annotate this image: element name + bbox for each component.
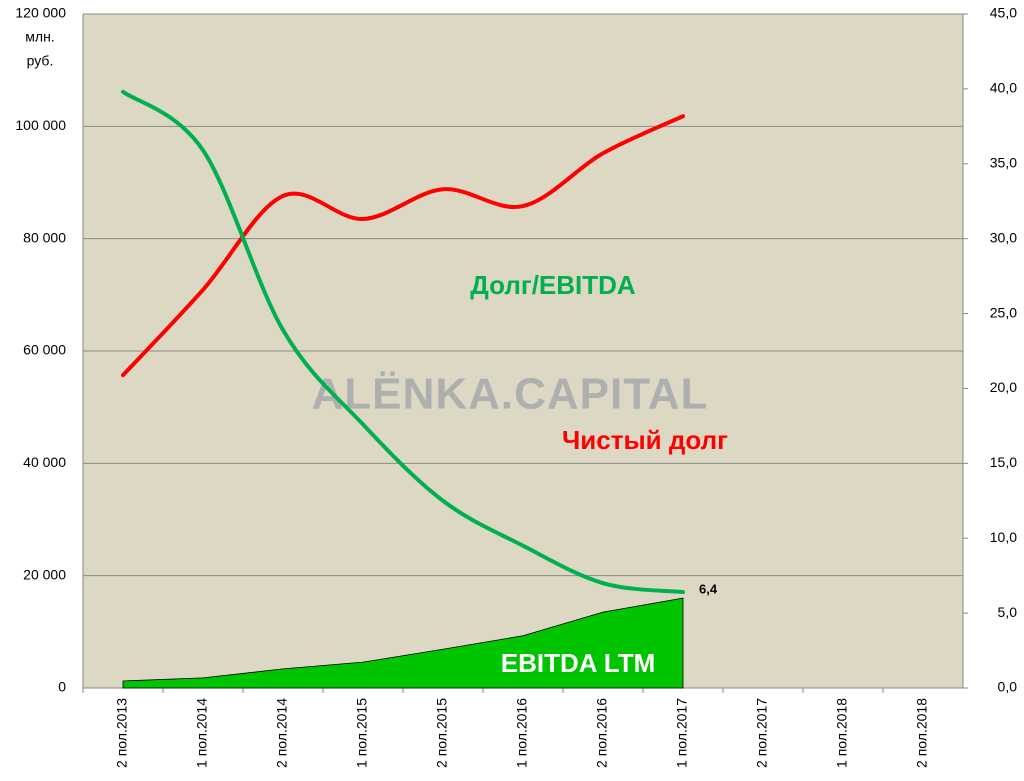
- area: [122, 597, 684, 689]
- watermark: ALЁNKA.CAPITAL: [311, 370, 708, 419]
- y2-tick-label: 10,0: [990, 529, 1017, 545]
- x-tick-label: 2 пол.2015: [434, 698, 450, 768]
- y2-tick-label: 30,0: [990, 229, 1017, 245]
- y2-tick-label: 45,0: [990, 5, 1017, 21]
- series-label: Долг/EBITDA: [470, 270, 636, 300]
- line: [121, 114, 685, 378]
- y-tick-label: 80 000: [23, 229, 66, 245]
- y-tick-label: 20 000: [23, 566, 66, 582]
- y-tick-label: 40 000: [23, 454, 66, 470]
- series-label: Чистый долг: [562, 425, 728, 455]
- y-tick-label: 60 000: [23, 342, 66, 358]
- series-label: EBITDA LTM: [501, 648, 656, 678]
- x-tick-label: 2 пол.2013: [114, 698, 130, 768]
- x-tick-label: 2 пол.2014: [274, 698, 290, 768]
- x-tick-label: 1 пол.2016: [514, 698, 530, 768]
- y2-tick-label: 40,0: [990, 80, 1017, 96]
- y2-tick-label: 20,0: [990, 379, 1017, 395]
- x-tick-label: 2 пол.2018: [914, 698, 930, 768]
- y2-tick-label: 25,0: [990, 304, 1017, 320]
- x-tick-label: 2 пол.2016: [594, 698, 610, 768]
- y-unit: млн.: [25, 29, 54, 45]
- x-tick-label: 2 пол.2017: [754, 698, 770, 768]
- x-tick-label: 1 пол.2014: [194, 698, 210, 768]
- x-tick-label: 1 пол.2017: [674, 698, 690, 768]
- line: [121, 89, 685, 595]
- x-tick-label: 1 пол.2015: [354, 698, 370, 768]
- y-tick-label: 120 000: [15, 5, 66, 21]
- y-tick-label: 100 000: [15, 117, 66, 133]
- x-tick-label: 1 пол.2018: [834, 698, 850, 768]
- y2-tick-label: 15,0: [990, 454, 1017, 470]
- y2-tick-label: 5,0: [998, 604, 1018, 620]
- y-unit: руб.: [27, 53, 54, 69]
- y2-tick-label: 0,0: [998, 679, 1018, 695]
- y2-tick-label: 35,0: [990, 154, 1017, 170]
- y-tick-label: 0: [58, 679, 66, 695]
- data-label: 6,4: [699, 582, 718, 597]
